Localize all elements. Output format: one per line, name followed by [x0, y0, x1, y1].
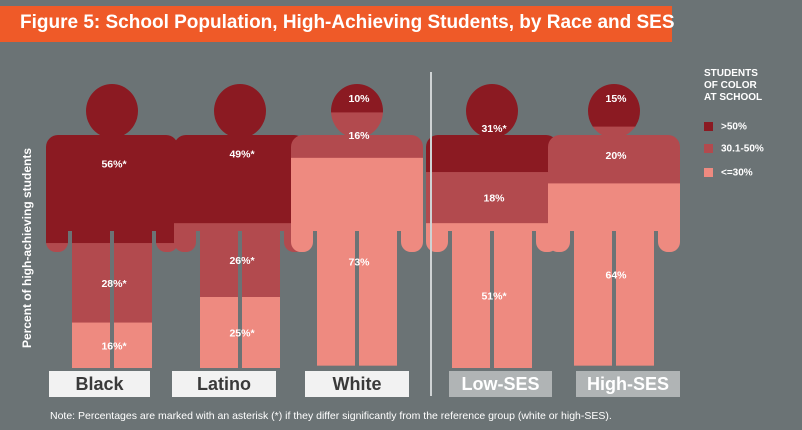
legend-swatch-high [704, 122, 713, 132]
value-label: 20% [605, 150, 627, 162]
legend: STUDENTS OF COLOR AT SCHOOL >50% 30.1-50… [698, 68, 798, 178]
figure-black [46, 84, 178, 368]
value-label: 26%* [229, 255, 255, 267]
value-label: 73% [348, 257, 370, 269]
legend-label: <=30% [721, 167, 753, 179]
value-label: 16%* [101, 340, 127, 352]
legend-label: >50% [721, 121, 747, 133]
value-label: 28%* [101, 278, 127, 290]
category-label-high-ses: High-SES [576, 371, 680, 397]
legend-title-line: AT SCHOOL [704, 92, 763, 103]
category-label-latino: Latino [172, 371, 276, 397]
value-label: 15% [605, 93, 627, 105]
value-label: 18% [483, 193, 505, 205]
value-label: 49%* [229, 149, 255, 161]
legend-swatch-mid [704, 144, 713, 154]
value-label: 51%* [481, 291, 507, 303]
figure-white [291, 84, 423, 366]
value-label: 31%* [481, 123, 507, 135]
figure-high-ses [548, 84, 680, 366]
segment-high-ses-high [548, 84, 680, 128]
segment-low-ses-mid [426, 172, 558, 224]
legend-item-low: <=30% [704, 164, 753, 178]
value-label: 10% [348, 93, 370, 105]
segment-high-ses-mid [548, 126, 680, 184]
value-label: 64% [605, 269, 627, 281]
legend-label: 30.1-50% [721, 143, 764, 155]
legend-item-mid: 30.1-50% [704, 140, 764, 154]
value-label: 25%* [229, 328, 255, 340]
chart-title: Figure 5: School Population, High-Achiev… [20, 12, 675, 33]
legend-item-high: >50% [704, 118, 747, 132]
value-label: 16% [348, 130, 370, 142]
category-label-low-ses: Low-SES [449, 371, 552, 397]
figure-latino [174, 84, 306, 368]
legend-title: STUDENTS OF COLOR AT SCHOOL [704, 68, 798, 104]
value-label: 56%* [101, 159, 127, 171]
category-label-white: White [305, 371, 409, 397]
category-label-black: Black [49, 371, 150, 397]
legend-title-line: STUDENTS [704, 68, 758, 79]
footnote: Note: Percentages are marked with an ast… [50, 410, 612, 422]
legend-swatch-low [704, 168, 713, 178]
legend-title-line: OF COLOR [704, 80, 757, 91]
group-divider [430, 72, 432, 396]
title-bar: Figure 5: School Population, High-Achiev… [0, 6, 675, 42]
